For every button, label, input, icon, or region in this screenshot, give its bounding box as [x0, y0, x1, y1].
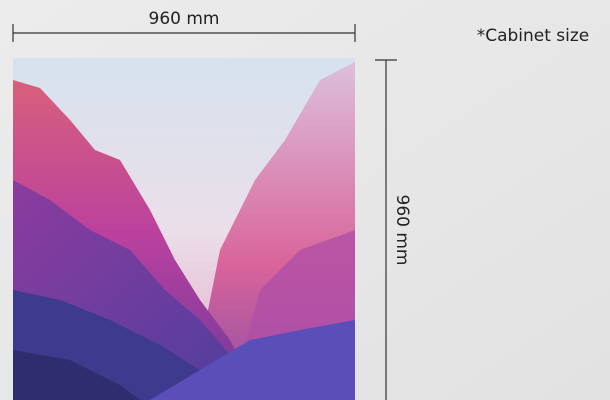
width-dimension-line [12, 24, 356, 42]
screen-image [13, 58, 355, 400]
height-dimension-line [375, 59, 397, 400]
note: *Cabinet size [477, 26, 590, 46]
width-label: 960 mm [149, 9, 220, 29]
height-label: 960 mm [392, 195, 412, 266]
